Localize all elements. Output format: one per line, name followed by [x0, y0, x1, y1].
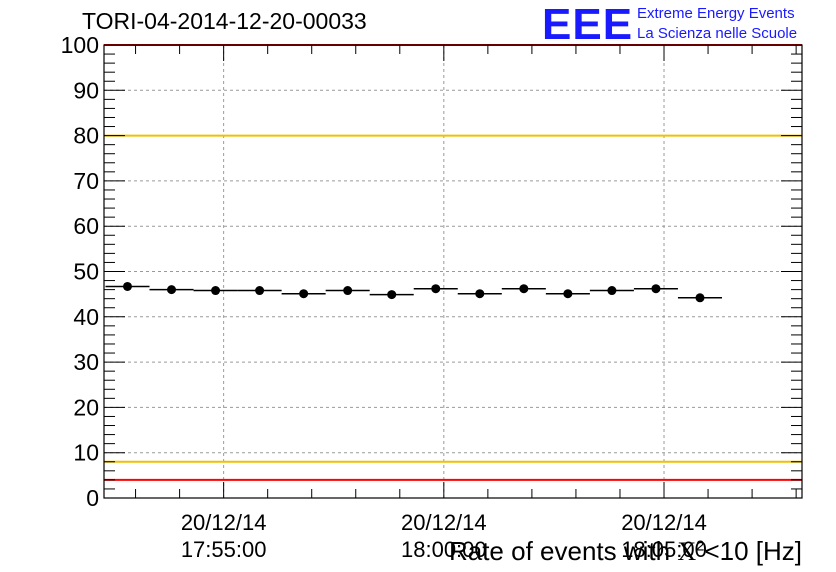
data-point	[563, 289, 573, 299]
data-point	[607, 286, 617, 296]
data-points	[105, 281, 722, 303]
reference-lines	[104, 44, 802, 481]
y-tick-label: 40	[73, 304, 99, 330]
x-axis-label: Rate of events with X2<10 [Hz]	[449, 536, 802, 567]
axis-ticks	[104, 44, 802, 499]
y-tick-label: 10	[73, 440, 99, 466]
y-tick-label: 0	[86, 485, 99, 511]
x-tick-label-date: 20/12/14	[181, 510, 267, 535]
x-axis-label-chi: X	[677, 537, 697, 566]
x-tick-label-date: 20/12/14	[621, 510, 707, 535]
chart-title: TORI-04-2014-12-20-00033	[82, 8, 367, 34]
data-point	[299, 289, 309, 299]
logo-mark: EEE	[542, 0, 634, 49]
data-point	[387, 290, 397, 300]
tick-labels: 010203040506070809010020/12/1417:55:0020…	[61, 32, 707, 562]
y-tick-label: 70	[73, 168, 99, 194]
y-tick-label: 60	[73, 213, 99, 239]
logo-line-2: La Scienza nelle Scuole	[637, 25, 798, 42]
data-point	[255, 286, 265, 296]
x-tick-label-time: 18:00:00	[401, 537, 487, 562]
data-point	[475, 289, 485, 299]
y-tick-label: 100	[61, 32, 99, 58]
x-tick-label-time: 18:05:00	[621, 537, 707, 562]
data-point	[122, 281, 132, 291]
x-tick-label-time: 17:55:00	[181, 537, 267, 562]
logo-line-1: Extreme Energy Events	[637, 5, 795, 22]
data-point	[519, 284, 529, 294]
x-tick-label-date: 20/12/14	[401, 510, 487, 535]
y-tick-label: 30	[73, 349, 99, 375]
y-tick-label: 80	[73, 123, 99, 149]
data-point	[651, 284, 661, 294]
x-axis-label-suffix: <10 [Hz]	[704, 536, 802, 566]
x-axis-label-sup: 2	[696, 537, 705, 555]
data-point	[431, 284, 441, 294]
y-tick-label: 20	[73, 394, 99, 420]
y-tick-label: 90	[73, 77, 99, 103]
data-point	[167, 285, 177, 295]
grid-lines	[104, 45, 802, 498]
data-point	[343, 286, 353, 296]
eee-logo: EEE Extreme Energy Events La Scienza nel…	[542, 0, 832, 49]
y-tick-label: 50	[73, 259, 99, 285]
x-axis-label-prefix: Rate of events with	[448, 536, 678, 566]
data-point	[695, 293, 705, 303]
data-point	[211, 286, 221, 296]
